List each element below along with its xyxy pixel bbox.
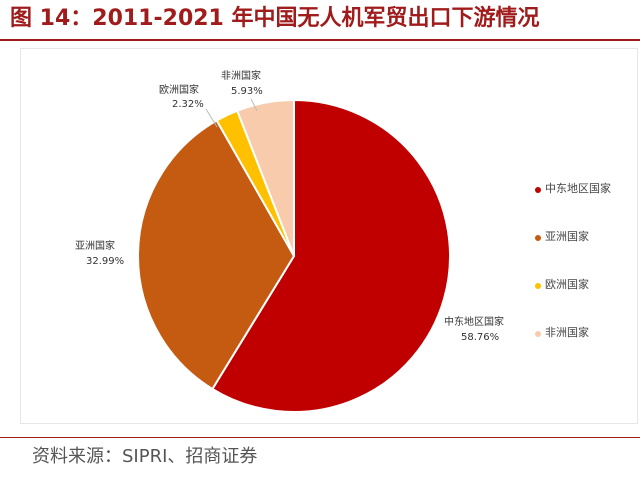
legend-marker (535, 187, 541, 193)
pie-slice (137, 119, 296, 391)
pie-slices (137, 98, 451, 413)
slice-name-label: 非洲国家 (221, 69, 261, 82)
leader-line (250, 98, 258, 112)
leader-line (205, 108, 218, 128)
slice-value-label: 2.32% (172, 99, 204, 110)
legend-marker (535, 283, 541, 289)
pie-slice (211, 98, 451, 413)
legend-label: 非洲国家 (545, 326, 589, 339)
slice-name-label: 欧洲国家 (159, 83, 199, 96)
footer-divider (0, 437, 640, 438)
slice-value-label: 32.99% (86, 256, 124, 267)
slice-name-label: 中东地区国家 (444, 315, 504, 328)
title-divider (0, 39, 640, 41)
legend-label: 亚洲国家 (545, 230, 589, 243)
slice-value-label: 58.76% (461, 332, 499, 343)
pie-chart: 中东地区国家 58.76% 亚洲国家 32.99% 欧洲国家 2.32% 非洲国… (75, 69, 504, 413)
slice-name-label: 亚洲国家 (75, 239, 115, 252)
source-note: 资料来源：SIPRI、招商证券 (32, 446, 258, 467)
legend-label: 欧洲国家 (545, 278, 589, 291)
legend-marker (535, 331, 541, 337)
chart-title: 图 14：2011-2021 年中国无人机军贸出口下游情况 (10, 6, 540, 31)
legend-marker (535, 235, 541, 241)
slice-value-label: 5.93% (231, 86, 263, 97)
pie-slice (235, 98, 295, 257)
legend-label: 中东地区国家 (545, 182, 611, 195)
leader-lines (205, 98, 258, 128)
chart-area: 中东地区国家 58.76% 亚洲国家 32.99% 欧洲国家 2.32% 非洲国… (20, 48, 638, 424)
